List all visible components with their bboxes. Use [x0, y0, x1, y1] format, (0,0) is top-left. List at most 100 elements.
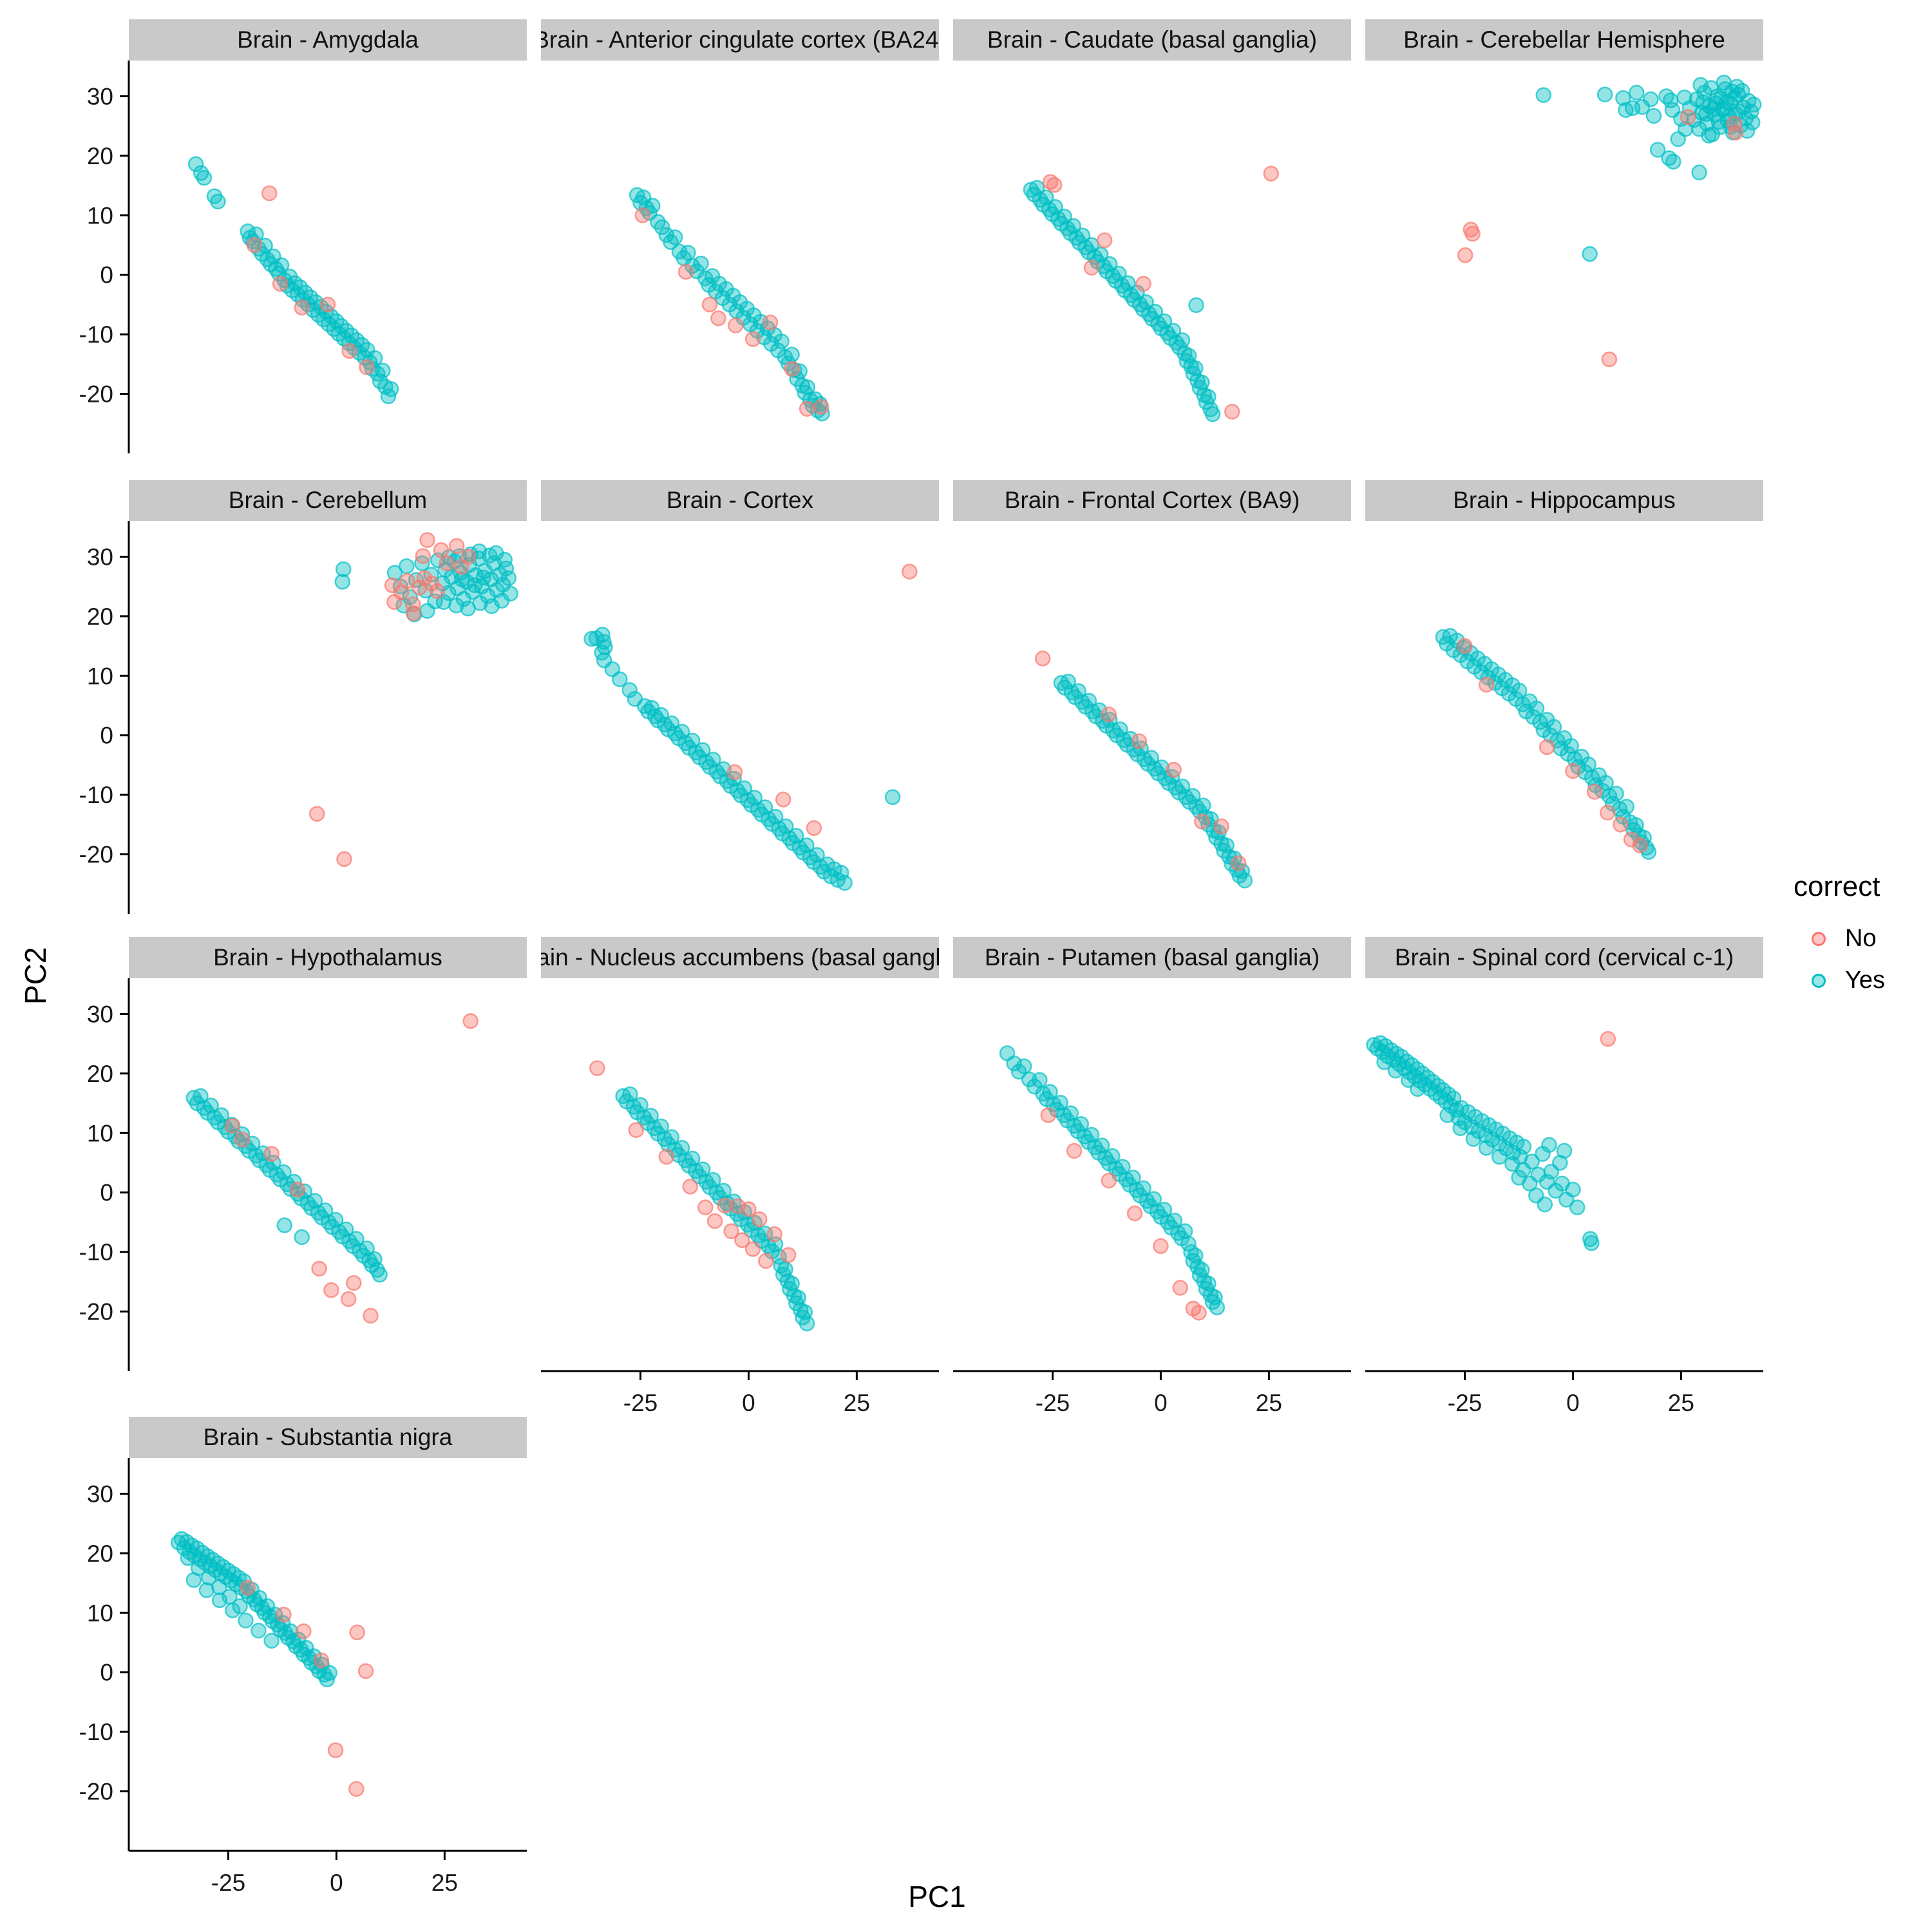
point-no	[1539, 739, 1555, 755]
point-no	[272, 276, 289, 292]
point-yes	[1665, 153, 1681, 170]
legend-items: No Yes	[1794, 925, 1885, 994]
point-yes	[1511, 683, 1528, 699]
point-no	[717, 1197, 733, 1214]
facet-panel	[1034, 650, 1253, 889]
facet-title: Brain - Cortex	[666, 487, 814, 513]
point-no	[246, 237, 263, 253]
point-no	[433, 542, 450, 558]
point-yes	[612, 671, 628, 688]
facet-panel	[1457, 74, 1762, 368]
axis-tick-label: 10	[87, 1600, 113, 1626]
point-yes	[1596, 86, 1613, 102]
point-yes	[653, 707, 669, 723]
point-yes	[1546, 719, 1562, 735]
point-yes	[1174, 332, 1191, 348]
point-yes	[1187, 360, 1204, 377]
facet-panel	[1023, 166, 1279, 422]
point-yes	[294, 1229, 310, 1245]
point-no	[726, 764, 743, 781]
point-yes	[797, 1304, 813, 1320]
point-no	[813, 399, 829, 415]
point-yes	[583, 630, 600, 647]
facet-panel	[1435, 628, 1657, 860]
point-no	[1191, 1305, 1207, 1321]
facet-title: Brain - Cerebellar Hemisphere	[1403, 26, 1725, 53]
point-yes	[335, 561, 352, 578]
point-yes	[500, 570, 517, 586]
facet-title: Brain - Frontal Cortex (BA9)	[1004, 487, 1300, 513]
point-yes	[1200, 388, 1217, 405]
point-yes	[784, 1275, 800, 1292]
point-yes	[773, 333, 790, 350]
point-yes	[1065, 218, 1081, 234]
point-no	[1600, 1031, 1616, 1047]
point-yes	[705, 752, 721, 768]
point-yes	[213, 1107, 230, 1123]
point-yes	[273, 257, 290, 274]
point-no	[1172, 1280, 1188, 1296]
point-no	[1153, 1238, 1169, 1255]
point-yes	[654, 219, 670, 236]
points-layer	[185, 1013, 478, 1324]
point-no	[1623, 831, 1640, 848]
point-no	[462, 1013, 478, 1029]
facet-title: Brain - Spinal cord (cervical c-1)	[1394, 944, 1734, 971]
point-yes	[1691, 164, 1707, 181]
legend-label: Yes	[1845, 967, 1885, 994]
point-yes	[1188, 297, 1204, 314]
facet-title: Brain - Cerebellum	[228, 487, 428, 513]
points-layer	[1023, 166, 1279, 422]
point-no	[323, 1282, 339, 1298]
legend-item: No	[1794, 925, 1885, 952]
axis-tick-label: 25	[431, 1870, 458, 1896]
facet-strip: Brain - Frontal Cortex (BA9)	[953, 480, 1351, 521]
point-yes	[884, 789, 901, 806]
facet-strip: Brain - Cortex	[541, 480, 939, 521]
point-no	[1464, 225, 1481, 242]
point-yes	[1410, 1081, 1426, 1097]
point-no	[399, 573, 415, 589]
point-no	[1727, 124, 1744, 141]
axis-tick-label: -20	[79, 842, 113, 868]
point-yes	[334, 574, 351, 590]
point-yes	[1582, 246, 1598, 262]
point-yes	[1439, 1107, 1455, 1123]
point-no	[658, 1149, 675, 1165]
point-no	[710, 310, 726, 327]
point-yes	[837, 875, 853, 891]
point-no	[289, 1181, 306, 1198]
point-no	[224, 1117, 241, 1134]
point-yes	[799, 1315, 815, 1332]
point-yes	[1528, 700, 1545, 717]
facet-panel: -25 0 25	[541, 1060, 939, 1416]
facet-title: Brain - Substantia nigra	[203, 1424, 453, 1450]
point-yes	[1716, 74, 1732, 91]
facet-strip: Brain - Hypothalamus	[129, 937, 527, 978]
point-yes	[337, 1221, 354, 1238]
point-yes	[1565, 1181, 1581, 1198]
points-layer	[1366, 1031, 1616, 1251]
facet-panel: -25 0 25	[953, 1045, 1351, 1416]
points-layer	[308, 532, 518, 867]
point-no	[1457, 638, 1473, 654]
point-yes	[1156, 313, 1173, 330]
point-yes	[276, 1217, 293, 1233]
point-yes	[645, 198, 661, 214]
point-no	[1096, 232, 1113, 249]
point-no	[313, 1652, 330, 1669]
axis-tick-label: 25	[844, 1390, 870, 1416]
point-yes	[788, 828, 804, 844]
point-yes	[210, 193, 226, 210]
point-yes	[211, 1592, 228, 1609]
point-yes	[1701, 128, 1717, 144]
facet-strip: Brain - Hippocampus	[1365, 480, 1763, 521]
point-yes	[276, 1164, 292, 1180]
point-yes	[1524, 1153, 1540, 1170]
point-yes	[1101, 256, 1118, 272]
point-no	[419, 532, 435, 548]
point-no	[1632, 837, 1648, 853]
point-no	[1040, 1107, 1057, 1123]
point-yes	[286, 1173, 302, 1190]
legend-title: correct	[1794, 871, 1880, 902]
